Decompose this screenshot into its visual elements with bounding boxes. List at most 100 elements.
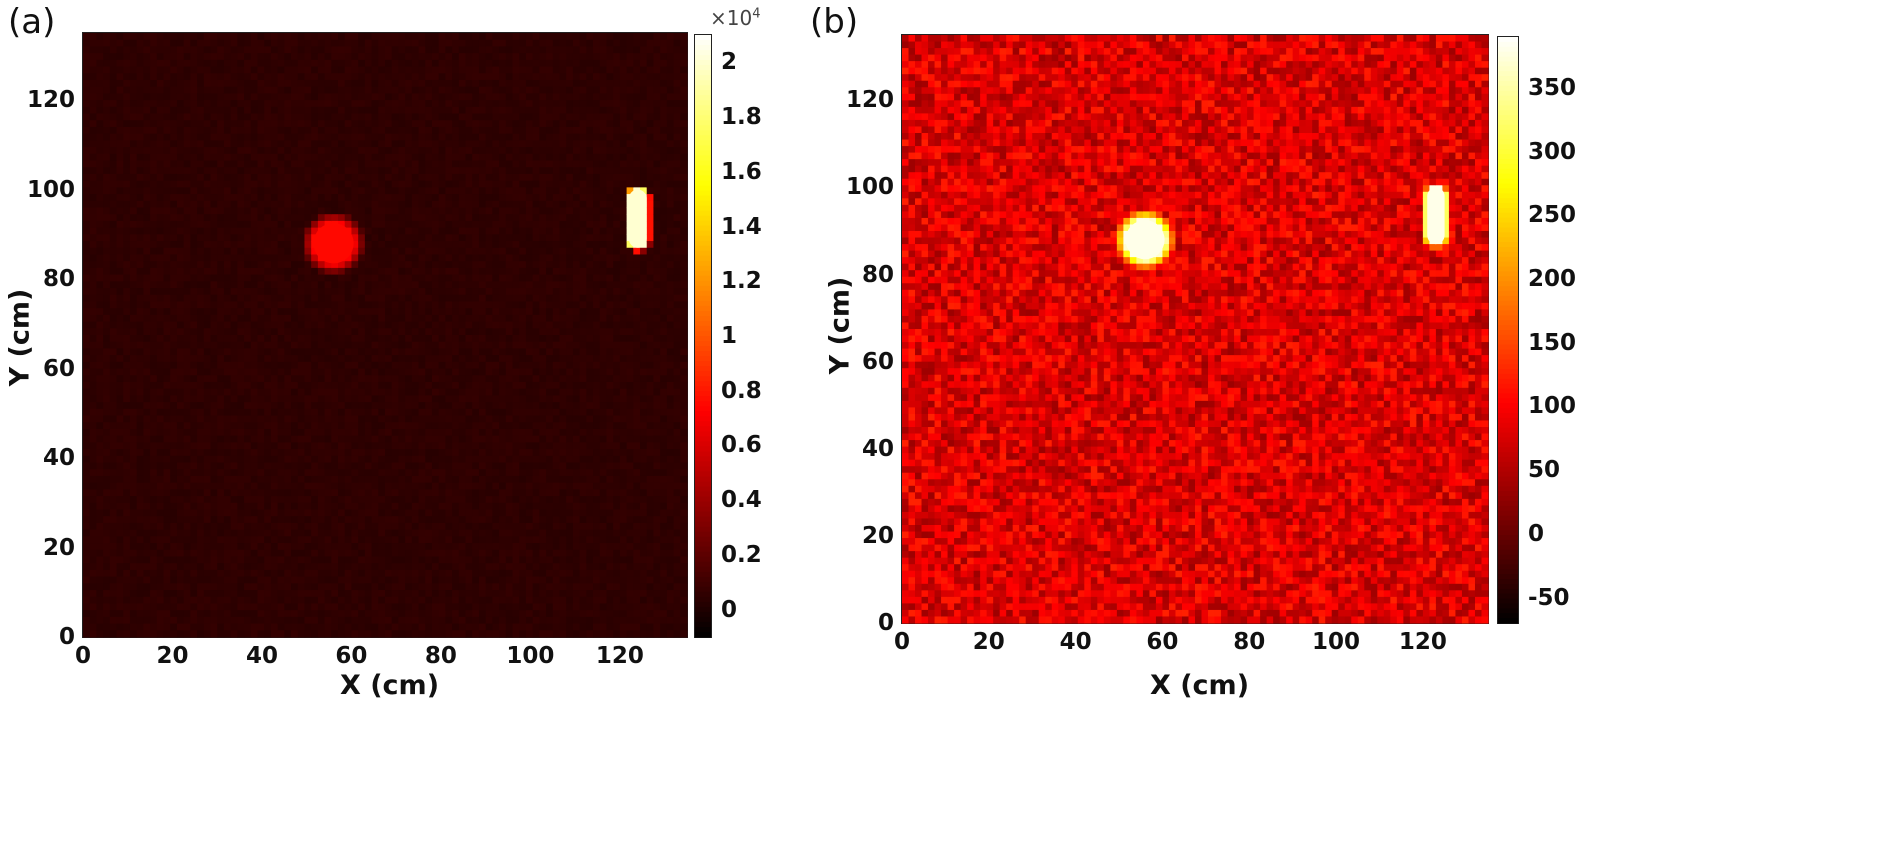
heatmap-cell bbox=[304, 368, 312, 376]
heatmap-cell bbox=[129, 408, 138, 417]
heatmap-cell bbox=[210, 543, 218, 551]
heatmap-cell bbox=[277, 79, 285, 88]
heatmap-cell bbox=[197, 321, 205, 329]
heatmap-cell bbox=[331, 630, 339, 638]
heatmap-cell bbox=[398, 321, 406, 329]
heatmap-cell bbox=[371, 267, 379, 276]
heatmap-cell bbox=[244, 623, 252, 631]
heatmap-cell bbox=[264, 33, 272, 41]
heatmap-cell bbox=[344, 294, 353, 303]
heatmap-cell bbox=[371, 348, 379, 356]
heatmap-cell bbox=[170, 194, 178, 202]
heatmap-cell bbox=[431, 106, 440, 115]
heatmap-cell bbox=[364, 207, 373, 215]
heatmap-cell bbox=[284, 395, 292, 403]
heatmap-cell bbox=[203, 610, 212, 618]
heatmap-cell bbox=[338, 596, 346, 605]
heatmap-cell bbox=[398, 596, 406, 605]
heatmap-cell bbox=[304, 630, 312, 638]
heatmap-cell bbox=[230, 522, 238, 531]
heatmap-cell bbox=[344, 402, 353, 410]
heatmap-cell bbox=[378, 616, 386, 625]
heatmap-cell bbox=[398, 227, 406, 235]
heatmap-cell bbox=[331, 126, 339, 135]
heatmap-cell bbox=[244, 455, 252, 464]
heatmap-cell bbox=[250, 402, 259, 410]
heatmap-cell bbox=[250, 455, 259, 464]
heatmap-cell bbox=[270, 522, 279, 531]
heatmap-cell bbox=[250, 335, 259, 343]
heatmap-cell bbox=[109, 100, 118, 108]
heatmap-cell bbox=[210, 355, 218, 363]
heatmap-cell bbox=[123, 314, 131, 323]
heatmap-cell bbox=[203, 33, 212, 41]
heatmap-cell bbox=[129, 234, 138, 242]
heatmap-cell bbox=[123, 402, 131, 410]
heatmap-cell bbox=[364, 120, 373, 128]
heatmap-cell bbox=[83, 475, 91, 484]
heatmap-cell bbox=[136, 583, 144, 591]
heatmap-cell bbox=[385, 556, 393, 564]
heatmap-cell bbox=[257, 475, 265, 484]
heatmap-cell bbox=[217, 395, 225, 403]
heatmap-cell bbox=[391, 133, 400, 141]
heatmap-cell bbox=[203, 455, 212, 464]
heatmap-cell bbox=[210, 247, 218, 256]
heatmap-cell bbox=[284, 536, 292, 544]
heatmap-cell bbox=[136, 120, 144, 128]
heatmap-cell bbox=[129, 469, 138, 477]
heatmap-cell bbox=[250, 167, 259, 175]
heatmap-cell bbox=[371, 86, 379, 94]
heatmap-cell bbox=[89, 489, 98, 497]
heatmap-cell bbox=[338, 173, 346, 182]
heatmap-cell bbox=[156, 153, 165, 162]
heatmap-cell bbox=[270, 227, 279, 235]
heatmap-cell bbox=[398, 234, 406, 242]
heatmap-cell bbox=[123, 167, 131, 175]
heatmap-cell bbox=[217, 180, 225, 188]
heatmap-cell bbox=[136, 462, 144, 470]
heatmap-cell bbox=[452, 46, 460, 54]
heatmap-cell bbox=[277, 261, 285, 269]
heatmap-cell bbox=[425, 301, 433, 309]
heatmap-cell bbox=[284, 106, 292, 115]
heatmap-cell bbox=[438, 167, 446, 175]
heatmap-cell bbox=[445, 381, 453, 390]
heatmap-cell bbox=[163, 173, 171, 182]
heatmap-cell bbox=[445, 194, 453, 202]
heatmap-cell bbox=[190, 227, 198, 235]
heatmap-cell bbox=[277, 173, 285, 182]
heatmap-cell bbox=[230, 496, 238, 504]
heatmap-cell bbox=[96, 53, 104, 61]
heatmap-cell bbox=[418, 153, 426, 162]
heatmap-cell bbox=[351, 355, 359, 363]
heatmap-cell bbox=[418, 147, 426, 155]
heatmap-cell bbox=[438, 475, 446, 484]
heatmap-cell bbox=[351, 402, 359, 410]
heatmap-cell bbox=[96, 281, 104, 289]
heatmap-cell bbox=[143, 375, 151, 383]
heatmap-cell bbox=[150, 388, 158, 396]
heatmap-cell bbox=[183, 314, 191, 323]
heatmap-cell bbox=[264, 536, 272, 544]
heatmap-cell bbox=[230, 234, 238, 242]
heatmap-cell bbox=[418, 435, 426, 443]
heatmap-cell bbox=[425, 475, 433, 484]
heatmap-cell bbox=[411, 623, 420, 631]
heatmap-cell bbox=[176, 59, 185, 68]
heatmap-cell bbox=[438, 603, 446, 611]
heatmap-cell bbox=[398, 616, 406, 625]
heatmap-cell bbox=[244, 556, 252, 564]
heatmap-cell bbox=[136, 160, 144, 168]
heatmap-cell bbox=[210, 39, 218, 48]
heatmap-cell bbox=[338, 543, 346, 551]
heatmap-cell bbox=[129, 281, 138, 289]
heatmap-cell bbox=[338, 536, 346, 544]
heatmap-cell bbox=[83, 596, 91, 605]
heatmap-cell bbox=[237, 288, 245, 296]
heatmap-cell bbox=[223, 153, 232, 162]
heatmap-cell bbox=[123, 301, 131, 309]
heatmap-cell bbox=[324, 435, 332, 443]
heatmap-cell bbox=[438, 301, 446, 309]
heatmap-cell bbox=[431, 368, 440, 376]
